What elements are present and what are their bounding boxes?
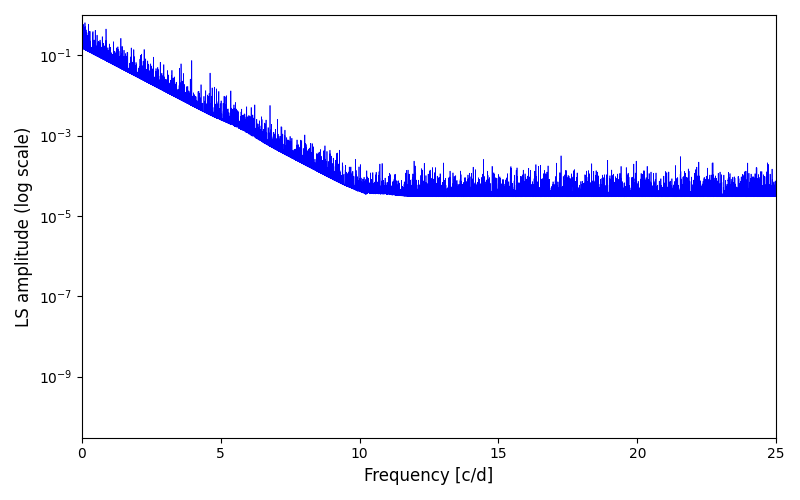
X-axis label: Frequency [c/d]: Frequency [c/d] [364,467,494,485]
Y-axis label: LS amplitude (log scale): LS amplitude (log scale) [15,126,33,326]
